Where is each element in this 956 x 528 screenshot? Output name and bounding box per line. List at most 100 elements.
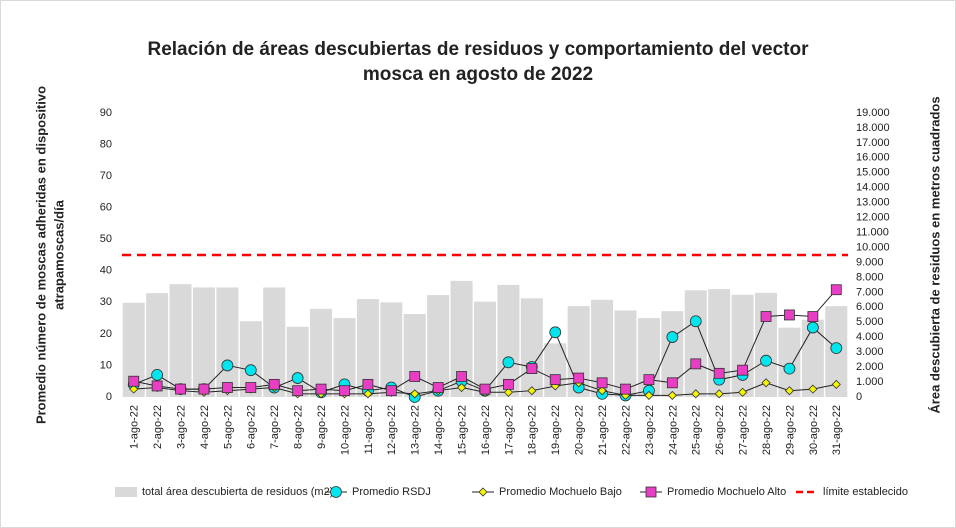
y2-axis-label: Área descubierta de residuos en metros c… (927, 96, 942, 413)
y2-tick-label: 1.000 (856, 376, 884, 388)
marker (409, 371, 421, 382)
marker (830, 342, 843, 354)
marker (689, 315, 702, 328)
chart-title: Relación de áreas descubiertas de residu… (147, 39, 809, 60)
y2-tick-label: 10.000 (856, 241, 890, 253)
y-tick-label: 70 (100, 170, 112, 182)
x-tick-label: 10-ago-22 (339, 405, 351, 455)
y-tick-label: 20 (100, 328, 112, 340)
bar (755, 292, 778, 397)
y2-tick-label: 0 (856, 391, 862, 403)
x-tick-label: 21-ago-22 (597, 405, 609, 455)
bar (801, 319, 824, 397)
y2-tick-label: 17.000 (856, 137, 890, 149)
x-tick-label: 7-ago-22 (269, 405, 281, 449)
bar (403, 314, 426, 397)
y2-tick-label: 15.000 (856, 167, 890, 179)
legend-label: límite establecido (823, 486, 908, 498)
bar (450, 280, 473, 397)
y-tick-label: 40 (100, 265, 112, 277)
y2-tick-label: 12.000 (856, 212, 890, 224)
marker (292, 385, 304, 397)
x-tick-label: 17-ago-22 (503, 405, 515, 455)
legend-label: Promedio Mochuelo Alto (667, 486, 786, 498)
marker (268, 378, 280, 390)
marker (783, 362, 796, 375)
marker (503, 387, 513, 397)
marker (245, 382, 257, 393)
y-tick-label: 0 (106, 391, 112, 403)
bar (778, 327, 801, 397)
marker (620, 383, 631, 395)
bar (731, 294, 754, 397)
bar (169, 284, 192, 397)
x-tick-label: 15-ago-22 (456, 405, 468, 455)
y2-tick-label: 6.000 (856, 301, 884, 313)
marker (831, 379, 841, 389)
bar (380, 302, 403, 397)
x-tick-label: 30-ago-22 (808, 405, 820, 455)
marker (385, 385, 397, 397)
marker (549, 326, 562, 339)
bar (239, 321, 262, 397)
marker (175, 383, 186, 395)
x-tick-label: 2-ago-22 (152, 405, 164, 449)
x-tick-label: 12-ago-22 (386, 405, 398, 455)
legend-label: Promedio RSDJ (352, 486, 431, 498)
marker (830, 284, 842, 296)
marker (808, 384, 818, 394)
marker (291, 372, 304, 384)
y2-tick-label: 19.000 (856, 107, 890, 119)
marker (714, 389, 724, 399)
marker (691, 389, 701, 399)
y-tick-label: 60 (100, 202, 112, 214)
marker (549, 374, 561, 386)
legend-label: total área descubierta de residuos (m2) (142, 486, 333, 498)
x-tick-label: 16-ago-22 (480, 405, 492, 455)
marker (244, 364, 257, 377)
x-tick-label: 22-ago-22 (620, 405, 632, 455)
x-tick-label: 14-ago-22 (433, 405, 445, 455)
marker (761, 378, 771, 388)
marker (666, 331, 679, 343)
y-tick-label: 90 (100, 107, 112, 119)
bar (614, 310, 637, 397)
y-tick-label: 10 (100, 359, 112, 371)
x-tick-label: 27-ago-22 (738, 405, 750, 455)
marker (526, 363, 538, 375)
bar (310, 308, 333, 397)
bar (708, 289, 731, 397)
bar (263, 287, 286, 397)
marker (363, 389, 373, 399)
y2-tick-label: 4.000 (856, 331, 884, 343)
y-tick-label: 80 (100, 138, 112, 150)
x-tick-label: 24-ago-22 (667, 405, 679, 455)
marker (806, 321, 819, 334)
marker (432, 382, 444, 393)
x-tick-label: 20-ago-22 (574, 405, 586, 455)
marker (596, 377, 608, 389)
legend-label: Promedio Mochuelo Bajo (499, 486, 622, 498)
legend-marker (330, 486, 342, 498)
marker (362, 378, 374, 390)
x-tick-label: 11-ago-22 (363, 405, 375, 454)
x-tick-label: 23-ago-22 (644, 405, 656, 455)
bar (684, 290, 707, 397)
x-tick-label: 9-ago-22 (316, 405, 328, 449)
marker (151, 380, 163, 392)
x-tick-label: 13-ago-22 (410, 405, 422, 455)
marker (644, 390, 654, 400)
y2-tick-label: 9.000 (856, 256, 884, 268)
marker (151, 369, 164, 381)
y2-tick-label: 16.000 (856, 152, 890, 164)
marker (807, 311, 819, 322)
marker (643, 374, 655, 386)
y2-tick-label: 3.000 (856, 346, 884, 358)
bar (591, 299, 614, 397)
marker (738, 387, 748, 397)
x-tick-label: 29-ago-22 (784, 405, 796, 455)
marker (573, 372, 585, 384)
y2-tick-label: 14.000 (856, 182, 890, 194)
marker (410, 389, 420, 399)
